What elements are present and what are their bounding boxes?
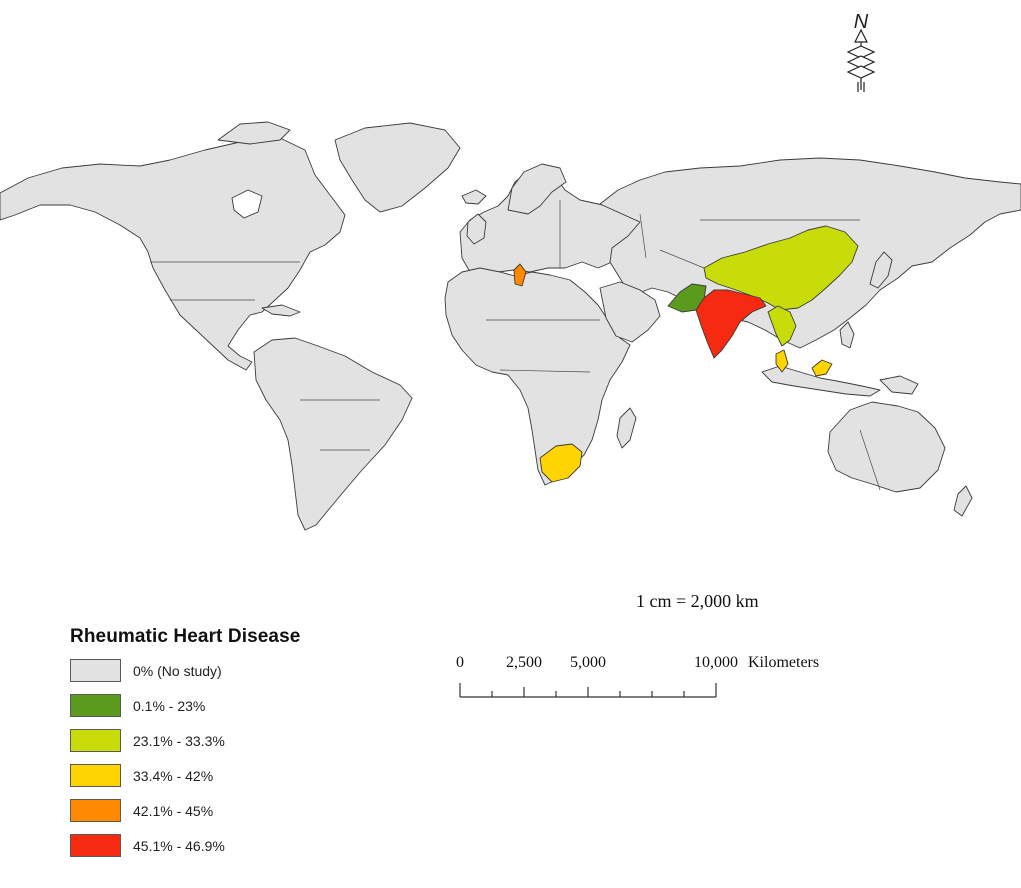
cuba: [261, 304, 301, 317]
legend-item: 0.1% - 23%: [70, 693, 330, 718]
madagascar: [616, 407, 637, 449]
legend-swatch: [70, 834, 121, 857]
scale-tick-label-3: 10,000: [694, 654, 738, 671]
legend-label: 45.1% - 46.9%: [133, 837, 225, 854]
scale-tick-label-0: 0: [456, 654, 464, 671]
scale-ratio: 1 cm = 2,000 km: [636, 591, 759, 611]
philippines: [839, 321, 855, 349]
scale-bar: 0 2,500 5,000 10,000 Kilometers: [456, 654, 819, 698]
hudson-bay: [231, 189, 263, 219]
africa: [444, 267, 631, 486]
malaysia: [775, 349, 789, 373]
scale-unit: Kilometers: [748, 654, 819, 671]
legend-item: 0% (No study): [70, 658, 330, 683]
legend-item: 33.4% - 42%: [70, 763, 330, 788]
legend-item: 23.1% - 33.3%: [70, 728, 330, 753]
india: [695, 289, 767, 359]
scale-tick-label-2: 5,000: [570, 654, 606, 671]
world-map: [0, 121, 1021, 531]
australia: [827, 401, 946, 493]
legend-label: 0.1% - 23%: [133, 697, 206, 714]
pakistan: [667, 283, 707, 313]
legend-label: 42.1% - 45%: [133, 802, 214, 819]
legend-label: 23.1% - 33.3%: [133, 732, 225, 749]
legend-swatch: [70, 694, 121, 717]
north-arrow-letter: N: [854, 11, 869, 33]
scandinavia: [507, 163, 567, 215]
legend-swatch: [70, 659, 121, 682]
arabian-peninsula: [599, 281, 661, 343]
southeast-asia: [767, 305, 797, 347]
scale-ruler: [459, 683, 717, 698]
legend-swatch: [70, 799, 121, 822]
south-africa: [539, 443, 583, 483]
legend-swatch: [70, 729, 121, 752]
new-guinea: [879, 375, 919, 395]
south-america: [253, 337, 413, 531]
iceland: [461, 189, 487, 205]
legend-label: 33.4% - 42%: [133, 767, 214, 784]
legend-item: 45.1% - 46.9%: [70, 833, 330, 858]
british-isles: [466, 213, 487, 245]
legend-item: 42.1% - 45%: [70, 798, 330, 823]
country-borders: [150, 200, 881, 491]
legend-swatch: [70, 764, 121, 787]
greenland: [334, 122, 461, 213]
new-zealand: [953, 485, 973, 517]
tunisia: [513, 263, 527, 287]
north-america: [0, 137, 346, 371]
arctic-islands: [217, 121, 291, 145]
japan: [869, 251, 893, 289]
indonesia: [761, 365, 881, 397]
scale-tick-label-1: 2,500: [506, 654, 542, 671]
legend-label: 0% (No study): [133, 662, 222, 679]
legend: Rheumatic Heart Disease 0% (No study) 0.…: [70, 626, 330, 868]
legend-title: Rheumatic Heart Disease: [70, 626, 301, 647]
north-arrow: N: [846, 11, 876, 92]
china: [703, 225, 859, 311]
borneo-malaysia: [811, 359, 833, 377]
